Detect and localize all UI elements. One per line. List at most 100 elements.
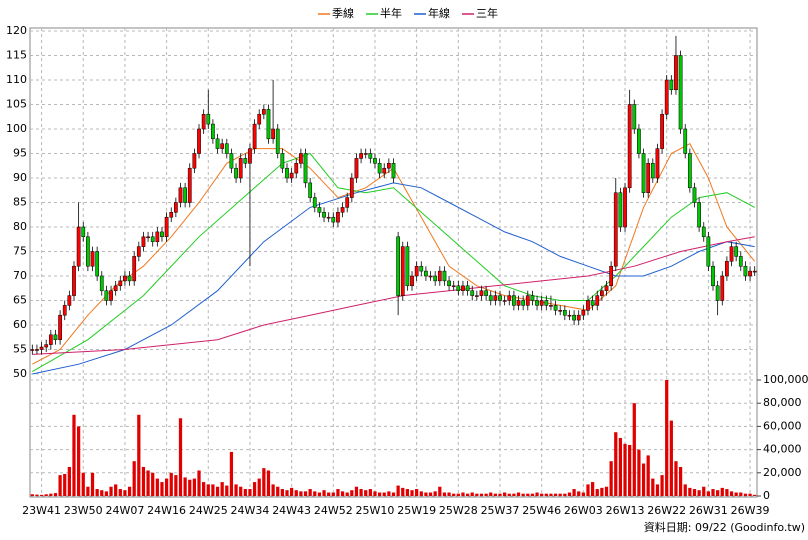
candle-body xyxy=(687,153,692,189)
candle-body xyxy=(359,153,363,159)
volume-bar xyxy=(206,484,210,496)
candle-body xyxy=(266,109,271,140)
volume-bar xyxy=(30,494,34,496)
volume-bar xyxy=(637,449,641,496)
volume-bar xyxy=(336,489,340,496)
volume-bar xyxy=(711,489,715,496)
candle-body xyxy=(405,246,410,287)
volume-bar xyxy=(734,492,738,496)
x-tick-label: 24W34 xyxy=(231,504,270,517)
y-tick-label: 80 xyxy=(13,220,27,233)
candle-body xyxy=(248,148,252,164)
candle-body xyxy=(243,158,248,164)
candle-body xyxy=(192,153,197,169)
x-tick-label: 26W39 xyxy=(731,504,770,517)
candle-body xyxy=(641,153,646,193)
x-tick-label: 24W16 xyxy=(147,504,186,517)
candle-body xyxy=(461,285,465,291)
volume-bar xyxy=(567,492,572,496)
candle-body xyxy=(400,246,405,296)
candle-body xyxy=(465,285,470,291)
volume-bar xyxy=(322,490,326,496)
candle-body xyxy=(701,226,706,238)
y-tick-label: 90 xyxy=(13,171,27,184)
candle-body xyxy=(549,305,553,307)
candle-body xyxy=(30,349,35,351)
candle-body xyxy=(410,275,414,287)
volume-bar xyxy=(516,492,521,496)
volume-bar xyxy=(470,492,474,496)
candle-body xyxy=(104,290,109,301)
candle-body xyxy=(752,270,757,273)
y2-tick-label: 100,000 xyxy=(763,373,808,386)
y-tick-label: 85 xyxy=(13,196,27,209)
candle-body xyxy=(197,128,201,154)
volume-bar xyxy=(118,489,122,496)
candle-body xyxy=(618,192,623,228)
y2-tick-label: 40,000 xyxy=(763,443,802,456)
volume-bar xyxy=(590,482,595,496)
volume-bar xyxy=(702,486,706,496)
candle-body xyxy=(345,197,350,208)
candle-body xyxy=(146,236,150,239)
volume-bar xyxy=(530,493,535,496)
volume-bar xyxy=(39,494,44,496)
y2-tick-label: 20,000 xyxy=(763,466,802,479)
candle-body xyxy=(224,143,229,154)
x-tick-label: 24W07 xyxy=(105,504,144,517)
candle-body xyxy=(72,265,76,296)
candle-body xyxy=(322,212,326,218)
candle-body xyxy=(442,270,447,282)
candle-body xyxy=(336,212,340,223)
x-tick-label: 24W25 xyxy=(189,504,228,517)
candle-body xyxy=(562,310,567,316)
candle-body xyxy=(86,236,90,267)
candle-body xyxy=(238,158,243,179)
volume-bar xyxy=(225,485,229,496)
candle-body xyxy=(368,153,373,159)
x-tick-label: 23W41 xyxy=(22,504,61,517)
volume-bar xyxy=(720,487,724,496)
volume-bar xyxy=(753,494,757,496)
volume-bar xyxy=(382,492,386,496)
volume-bar xyxy=(109,486,113,496)
candle-body xyxy=(215,138,220,149)
volume-bar xyxy=(739,492,743,496)
candle-body xyxy=(275,128,280,154)
volume-bar xyxy=(188,479,192,496)
volume-bar xyxy=(290,487,294,496)
volume-bar xyxy=(364,490,368,496)
candle-body xyxy=(62,305,67,316)
volume-bar xyxy=(512,493,516,496)
volume-bar xyxy=(276,486,280,496)
volume-bar xyxy=(234,484,238,496)
volume-bar xyxy=(211,484,215,496)
volume-bar xyxy=(49,493,53,496)
legend-label: 季線 xyxy=(332,6,354,20)
candle-body xyxy=(261,109,266,115)
volume-bar xyxy=(452,493,456,496)
candle-body xyxy=(67,295,72,306)
candle-body xyxy=(155,231,160,242)
candle-body xyxy=(164,216,169,238)
candle-body xyxy=(44,344,49,348)
candle-body xyxy=(655,148,660,179)
x-tick-label: 25W19 xyxy=(397,504,436,517)
volume-bar xyxy=(475,493,479,496)
volume-bar xyxy=(688,487,692,496)
candle-body xyxy=(285,167,289,179)
x-tick-label: 26W03 xyxy=(564,504,603,517)
volume-bar xyxy=(160,482,164,496)
volume-bar xyxy=(479,493,484,496)
volume-bar xyxy=(169,472,173,496)
candle-body xyxy=(201,114,206,130)
volume-bar xyxy=(132,461,136,496)
volume-bar xyxy=(243,489,247,496)
volume-bar xyxy=(327,492,331,496)
volume-bar xyxy=(683,484,687,496)
candle-body xyxy=(136,246,141,257)
volume-bar xyxy=(178,418,183,496)
volume-bar xyxy=(72,414,76,496)
